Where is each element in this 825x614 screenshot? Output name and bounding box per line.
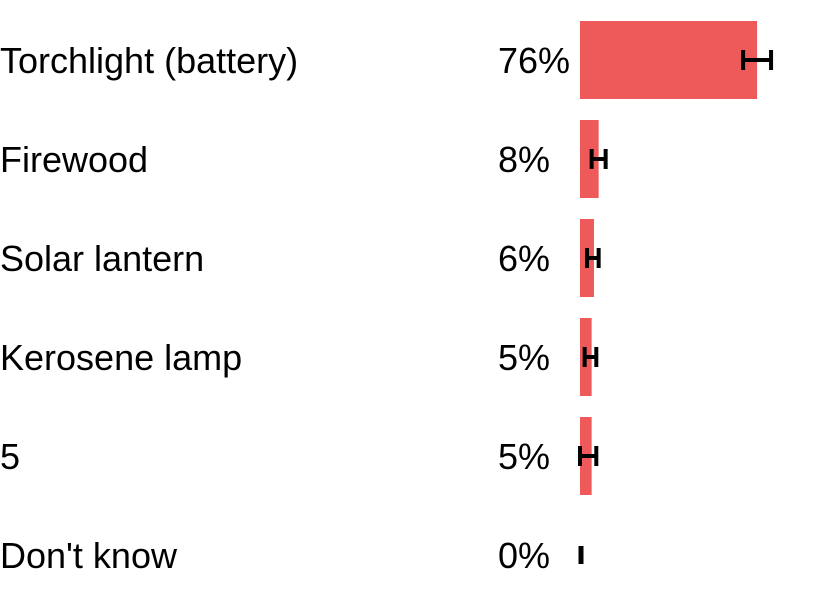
chart-rows: Torchlight (battery) 76% Firewood 8% Solar l… xyxy=(0,21,774,576)
value-label: 6% xyxy=(498,238,550,279)
bar-row: Torchlight (battery) 76% xyxy=(0,21,774,99)
error-bar xyxy=(582,347,599,367)
category-label: 5 xyxy=(0,436,20,477)
error-bar xyxy=(741,50,774,70)
bar xyxy=(580,120,599,198)
value-label: 5% xyxy=(498,436,550,477)
error-bar xyxy=(578,446,599,466)
category-label: Solar lantern xyxy=(0,238,204,279)
error-bar xyxy=(584,248,601,268)
bar-row: Solar lantern 6% xyxy=(0,219,601,297)
value-label: 8% xyxy=(498,139,550,180)
category-label: Kerosene lamp xyxy=(0,337,242,378)
bar-row: 5 5% xyxy=(0,417,599,495)
value-label: 0% xyxy=(498,535,550,576)
category-label: Don't know xyxy=(0,535,178,576)
bar-row: Don't know 0% xyxy=(0,535,584,576)
bar-row: Firewood 8% xyxy=(0,120,608,198)
value-label: 5% xyxy=(498,337,550,378)
bar-row: Kerosene lamp 5% xyxy=(0,318,599,396)
category-label: Torchlight (battery) xyxy=(0,40,298,81)
value-label: 76% xyxy=(498,40,570,81)
bar xyxy=(580,21,758,99)
category-label: Firewood xyxy=(0,139,148,180)
error-bar xyxy=(589,149,608,169)
